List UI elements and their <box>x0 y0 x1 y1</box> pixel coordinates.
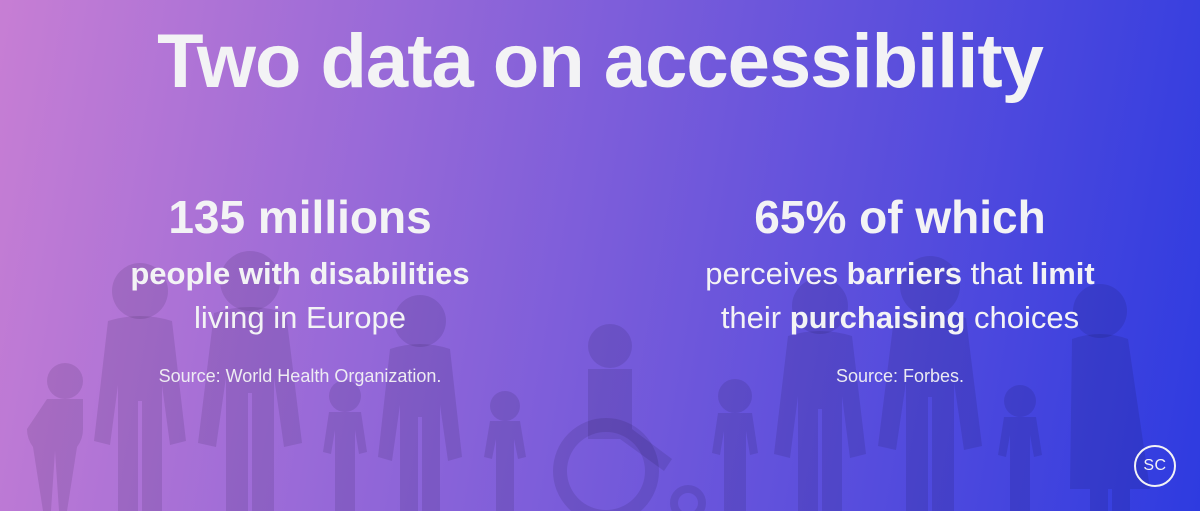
right-line-2: perceives barriers that limit <box>640 256 1160 292</box>
infographic-canvas: Two data on accessibility 135 millions p… <box>0 0 1200 511</box>
left-line-2: people with disabilities <box>40 256 560 292</box>
left-line-3: living in Europe <box>40 300 560 336</box>
infographic-title: Two data on accessibility <box>0 18 1200 105</box>
right-column: 65% of which perceives barriers that lim… <box>600 190 1200 387</box>
brand-logo-text: SC <box>1143 457 1166 475</box>
right-stat: 65% of which <box>640 190 1160 244</box>
left-source: Source: World Health Organization. <box>40 366 560 387</box>
right-source: Source: Forbes. <box>640 366 1160 387</box>
left-stat: 135 millions <box>40 190 560 244</box>
stats-columns: 135 millions people with disabilities li… <box>0 190 1200 387</box>
left-column: 135 millions people with disabilities li… <box>0 190 600 387</box>
brand-logo: SC <box>1134 445 1176 487</box>
right-line-3: their purchaising choices <box>640 300 1160 336</box>
